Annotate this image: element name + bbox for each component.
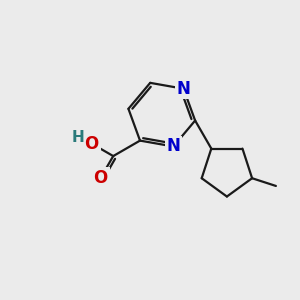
Text: N: N [167,137,180,155]
Text: O: O [84,135,99,153]
Text: O: O [94,169,108,187]
Text: H: H [72,130,85,145]
Text: N: N [177,80,190,98]
